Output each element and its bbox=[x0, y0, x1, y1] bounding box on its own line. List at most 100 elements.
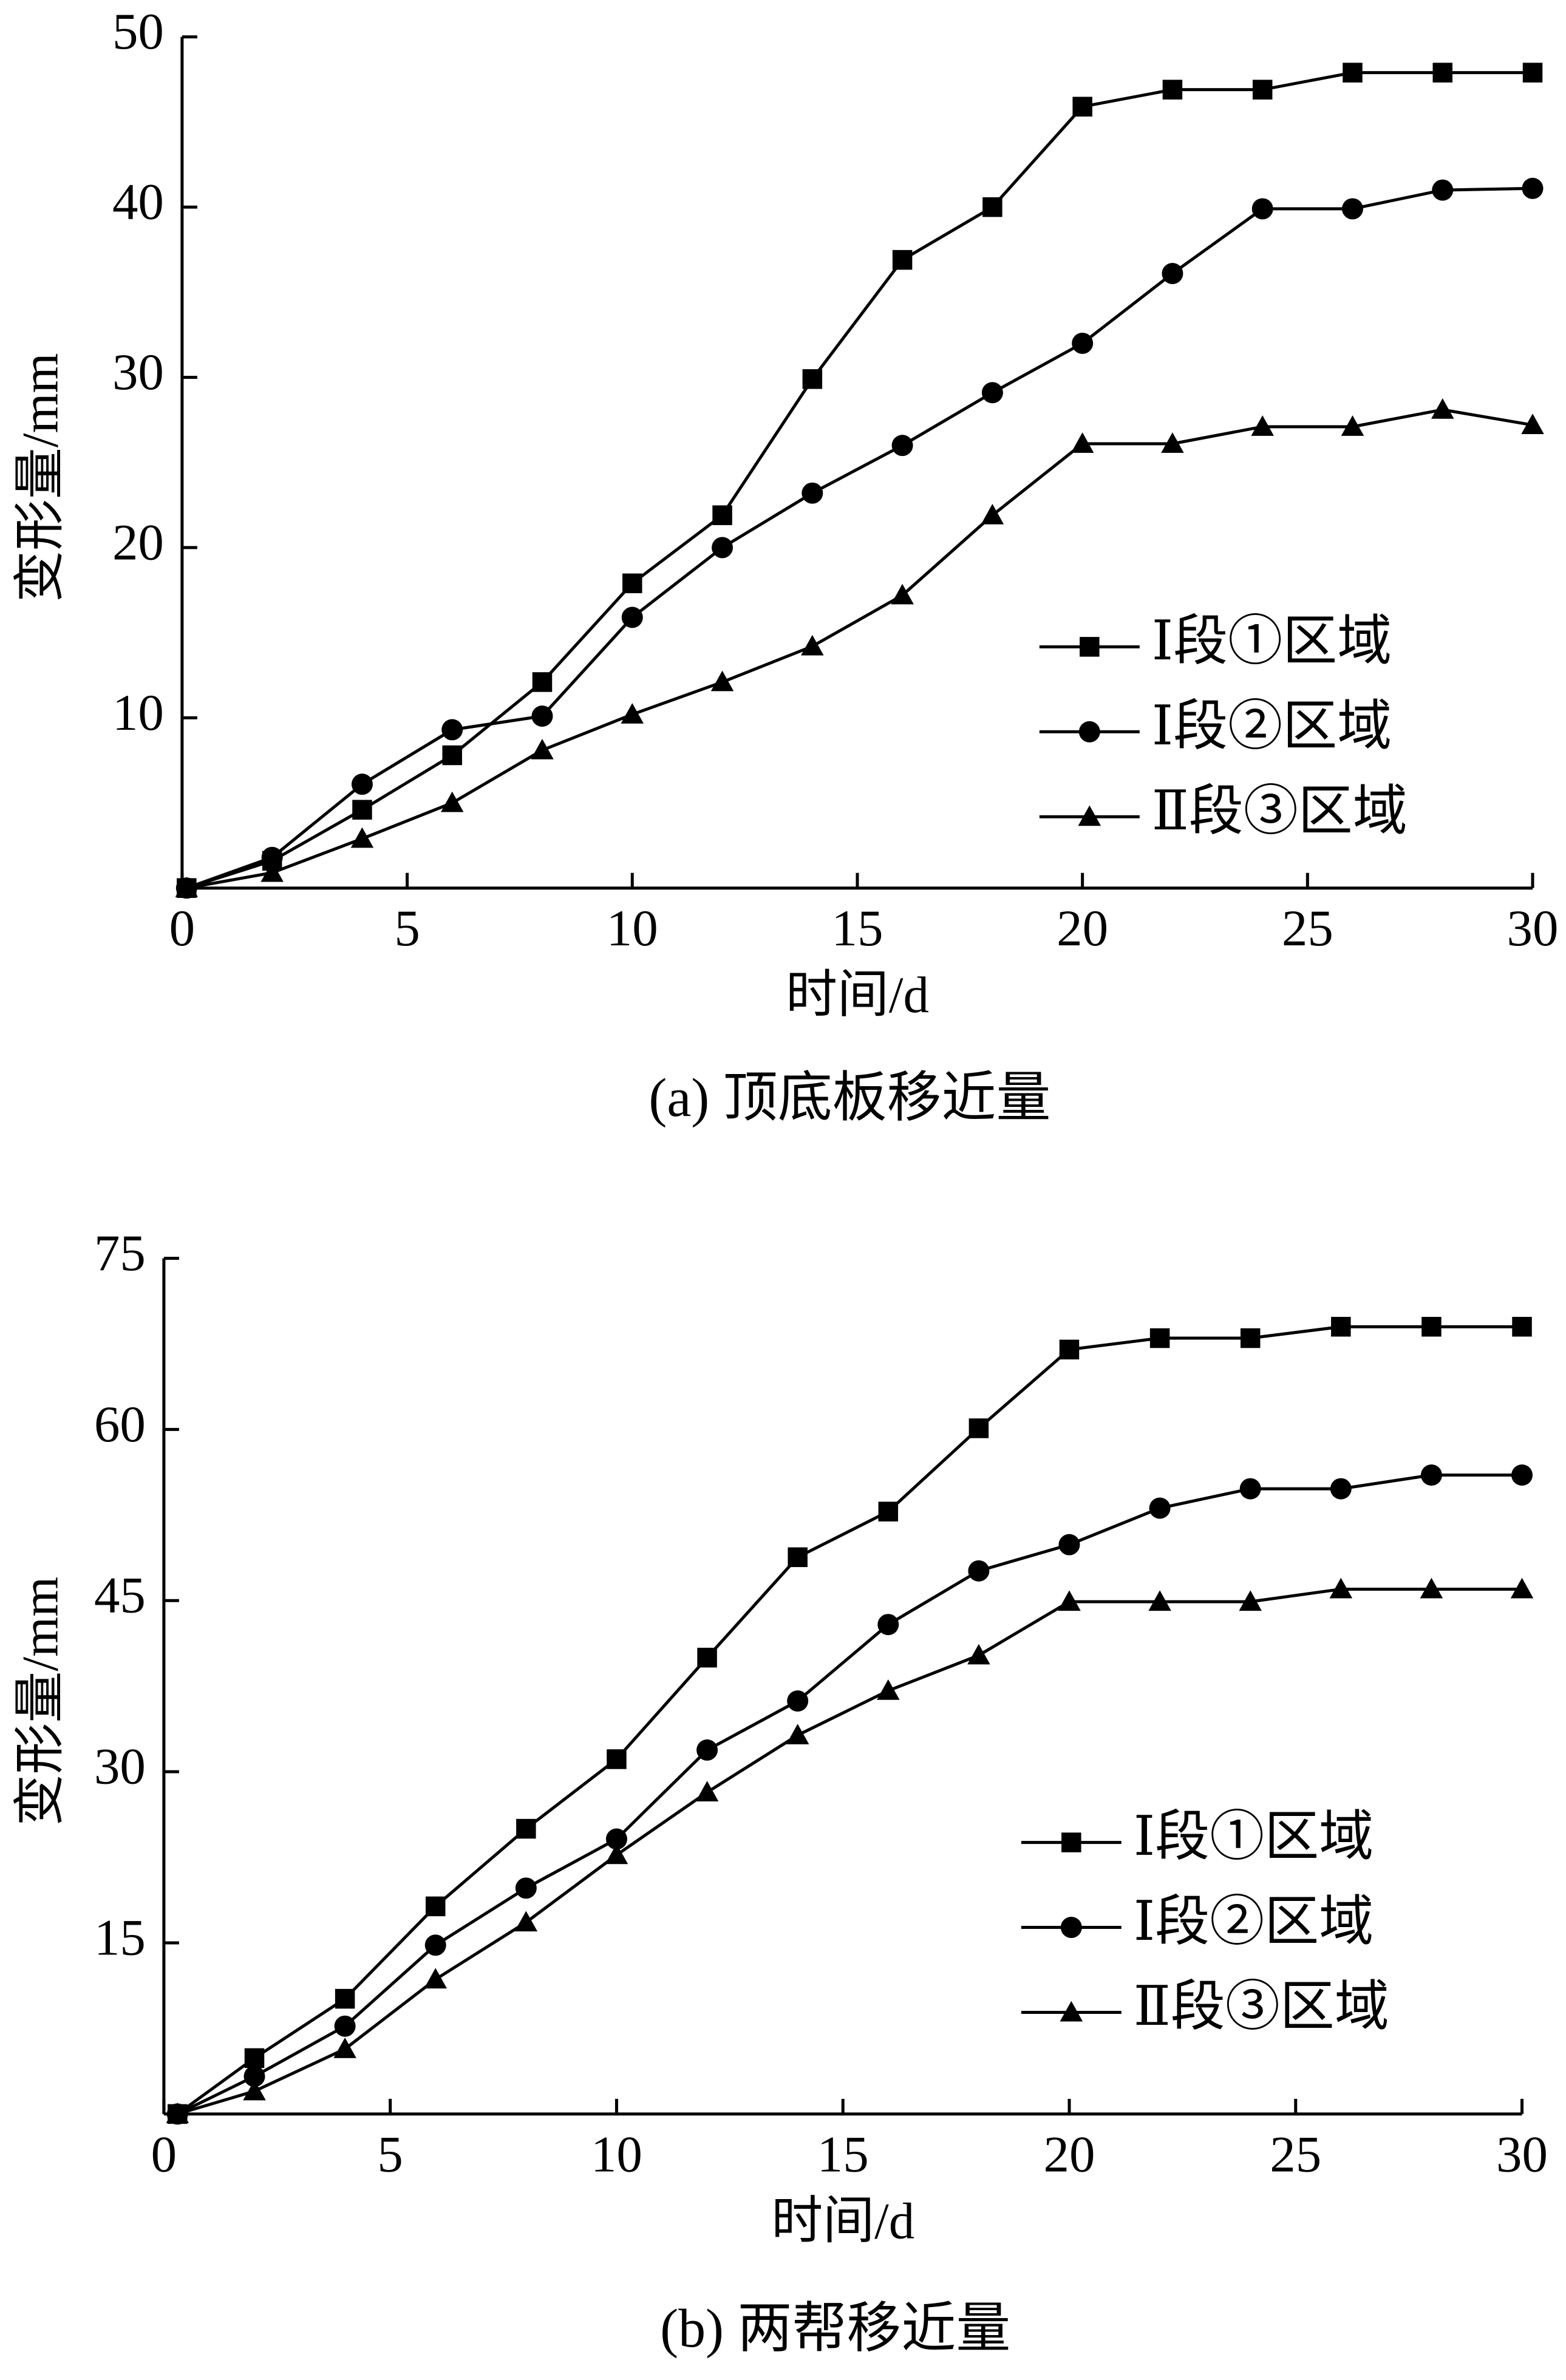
marker-square bbox=[802, 369, 823, 389]
marker-square bbox=[516, 1818, 536, 1839]
marker-triangle bbox=[175, 876, 199, 897]
legend-marker bbox=[1060, 1917, 1082, 1939]
marker-triangle bbox=[621, 702, 644, 724]
marker-circle bbox=[696, 1739, 718, 1761]
y-tick-label: 30 bbox=[94, 1738, 146, 1795]
y-axis-label: 变形量/mm bbox=[12, 1577, 69, 1826]
marker-circle bbox=[1162, 262, 1183, 284]
marker-triangle bbox=[514, 1911, 538, 1932]
legend-label: Ⅰ段②区域 bbox=[1152, 696, 1392, 756]
y-tick-label: 75 bbox=[94, 1225, 146, 1282]
marker-square bbox=[1522, 63, 1543, 83]
legend-marker bbox=[1078, 805, 1101, 826]
marker-triangle bbox=[243, 2079, 266, 2101]
series-line bbox=[176, 1325, 1522, 2115]
marker-triangle bbox=[891, 583, 914, 605]
marker-circle bbox=[1432, 179, 1454, 201]
x-tick-label: 15 bbox=[831, 900, 883, 957]
legend-label: Ⅱ段③区域 bbox=[1134, 1977, 1389, 2037]
marker-triangle bbox=[166, 2103, 189, 2123]
marker-circle bbox=[891, 435, 913, 457]
marker-circle bbox=[1239, 1478, 1261, 1500]
marker-circle bbox=[1251, 198, 1273, 220]
marker-triangle bbox=[1251, 415, 1274, 436]
marker-square bbox=[1240, 1328, 1261, 1348]
marker-triangle bbox=[1341, 415, 1364, 436]
marker-circle bbox=[424, 1934, 446, 1956]
marker-circle bbox=[1341, 198, 1363, 220]
marker-square bbox=[1252, 80, 1273, 100]
marker-circle bbox=[802, 482, 823, 504]
x-tick-label: 0 bbox=[169, 900, 195, 957]
marker-triangle bbox=[877, 1679, 900, 1700]
marker-square bbox=[969, 1418, 989, 1438]
marker-triangle bbox=[1431, 398, 1454, 419]
marker-square bbox=[878, 1501, 899, 1521]
y-axis-label: 变形量/mm bbox=[12, 353, 69, 602]
series-line bbox=[177, 1474, 1522, 2116]
legend-label: Ⅰ段①区域 bbox=[1134, 1807, 1374, 1867]
x-tick-label: 20 bbox=[1044, 2126, 1095, 2183]
marker-circle bbox=[877, 1614, 899, 1636]
legend-marker bbox=[1078, 721, 1100, 743]
x-tick-label: 15 bbox=[817, 2126, 869, 2183]
marker-circle bbox=[1511, 1464, 1533, 1486]
x-tick-label: 30 bbox=[1496, 2126, 1548, 2183]
marker-square bbox=[982, 197, 1003, 217]
marker-triangle bbox=[333, 2038, 356, 2058]
marker-triangle bbox=[605, 1843, 628, 1865]
legend-marker bbox=[1080, 637, 1100, 657]
marker-triangle bbox=[1058, 1590, 1081, 1611]
legend-label: Ⅰ段①区域 bbox=[1152, 611, 1392, 672]
marker-triangle bbox=[424, 1968, 447, 1989]
marker-circle bbox=[261, 846, 283, 868]
marker-circle bbox=[334, 2015, 356, 2037]
marker-triangle bbox=[440, 791, 464, 812]
marker-triangle bbox=[981, 503, 1004, 525]
marker-square bbox=[1512, 1316, 1532, 1337]
legend-label: Ⅱ段③区域 bbox=[1152, 781, 1408, 841]
marker-triangle bbox=[260, 861, 284, 882]
series-line bbox=[186, 71, 1533, 890]
marker-triangle bbox=[710, 670, 734, 692]
x-tick-label: 10 bbox=[607, 900, 658, 957]
x-tick-label: 20 bbox=[1057, 900, 1108, 957]
marker-triangle bbox=[1329, 1577, 1353, 1599]
marker-triangle bbox=[1071, 432, 1094, 453]
marker-circle bbox=[968, 1560, 990, 1582]
marker-square bbox=[697, 1647, 717, 1668]
marker-triangle bbox=[350, 827, 374, 848]
marker-circle bbox=[243, 2066, 265, 2087]
marker-triangle bbox=[1239, 1590, 1262, 1611]
marker-triangle bbox=[695, 1781, 719, 1801]
marker-triangle bbox=[786, 1724, 809, 1744]
marker-circle bbox=[1072, 332, 1094, 354]
marker-circle bbox=[441, 719, 463, 741]
marker-circle bbox=[621, 607, 643, 628]
y-tick-label: 45 bbox=[94, 1567, 146, 1624]
marker-triangle bbox=[1521, 413, 1544, 435]
x-axis-label: 时间/d bbox=[771, 2192, 914, 2249]
marker-circle bbox=[1522, 177, 1544, 199]
marker-triangle bbox=[1161, 432, 1184, 453]
marker-square bbox=[892, 250, 913, 270]
marker-circle bbox=[981, 382, 1003, 404]
y-tick-label: 30 bbox=[112, 344, 164, 401]
marker-circle bbox=[515, 1877, 537, 1899]
y-tick-label: 60 bbox=[94, 1396, 146, 1453]
marker-square bbox=[532, 672, 553, 692]
marker-circle bbox=[1330, 1478, 1352, 1500]
y-tick-label: 40 bbox=[112, 174, 164, 231]
marker-circle bbox=[531, 706, 553, 727]
marker-triangle bbox=[1510, 1577, 1534, 1599]
marker-square bbox=[1421, 1316, 1442, 1337]
marker-circle bbox=[787, 1690, 809, 1712]
series-line bbox=[186, 186, 1533, 890]
marker-square bbox=[1343, 63, 1363, 83]
marker-triangle bbox=[1148, 1590, 1171, 1611]
marker-circle bbox=[351, 773, 373, 795]
marker-square bbox=[1072, 97, 1092, 117]
marker-square bbox=[1149, 1328, 1170, 1348]
legend-marker bbox=[1060, 2001, 1083, 2022]
marker-square bbox=[1162, 80, 1183, 100]
